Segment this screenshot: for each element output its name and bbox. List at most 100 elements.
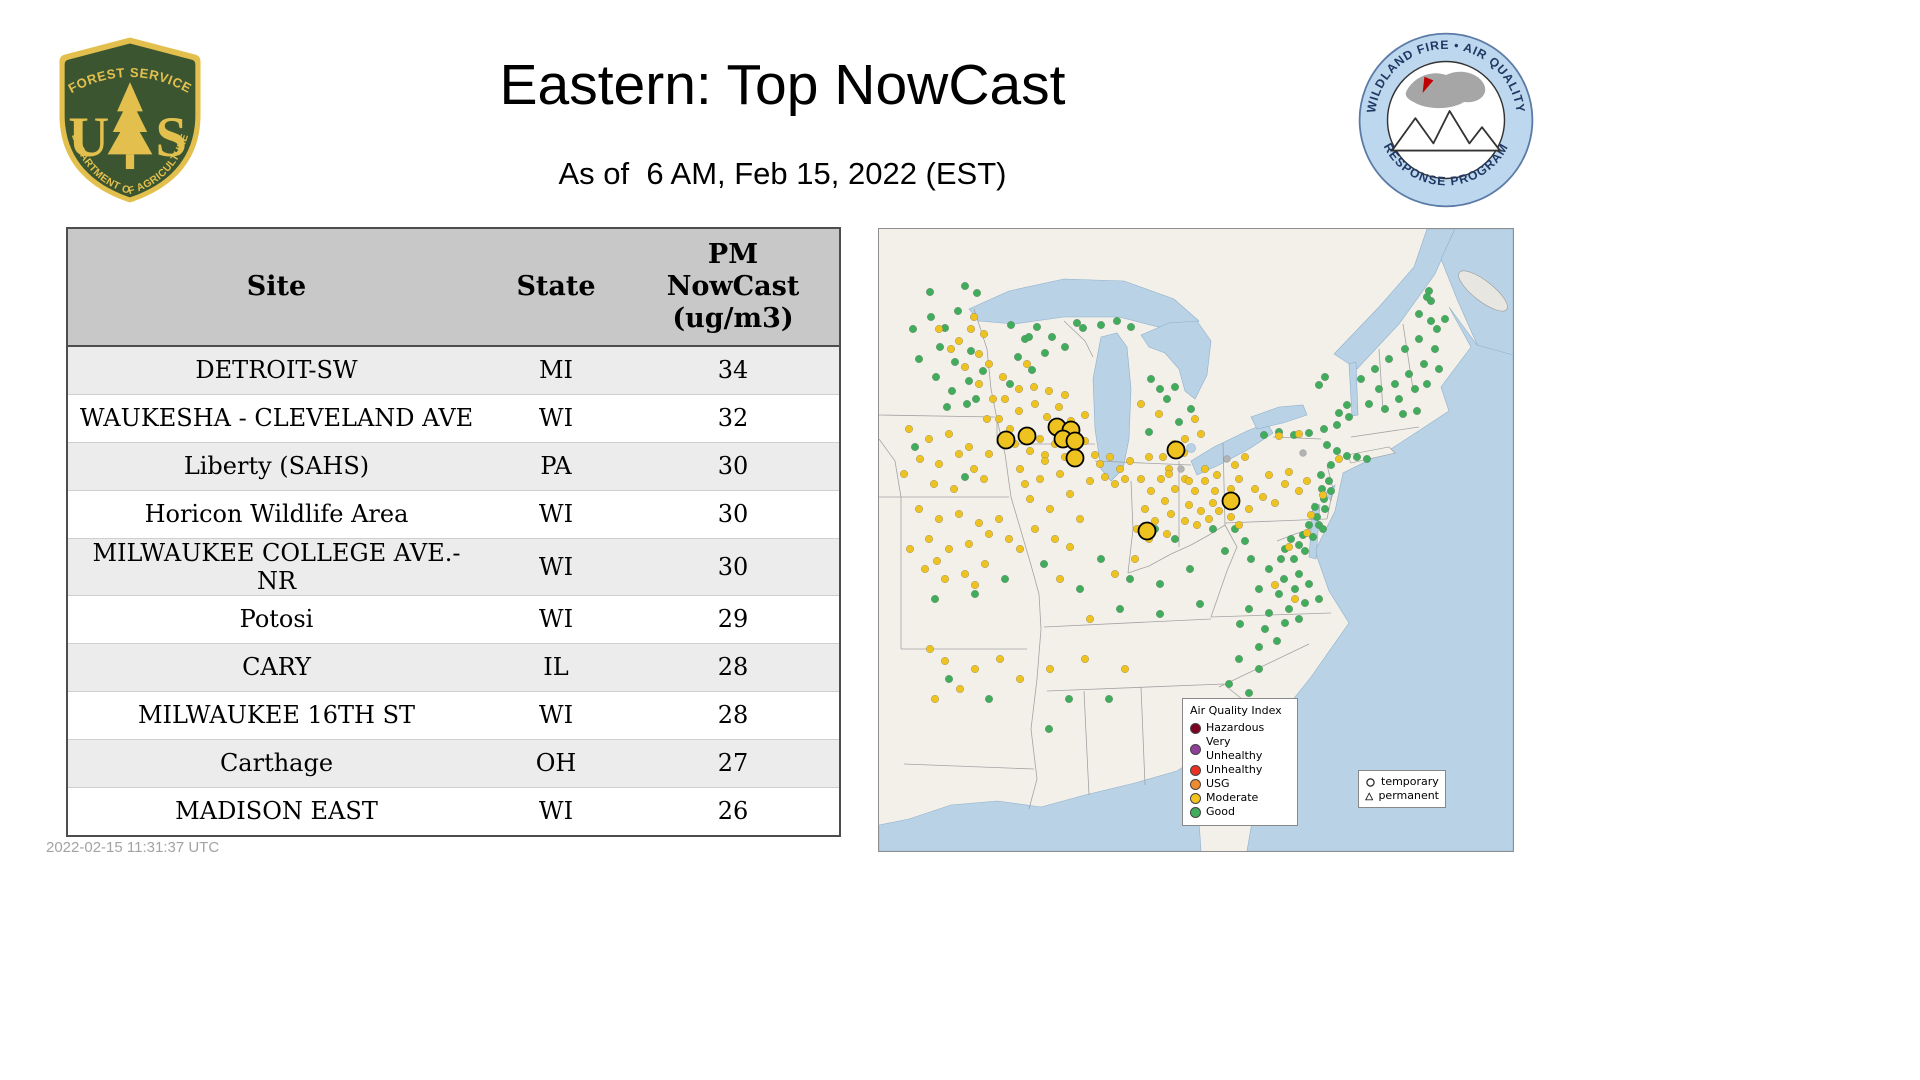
monitor-dot-moderate — [1106, 453, 1114, 461]
monitor-dot-moderate — [1131, 555, 1139, 563]
monitor-dot-good — [1290, 555, 1298, 563]
monitor-dot-moderate — [1005, 535, 1013, 543]
top-site-highlight-dot — [1221, 491, 1241, 511]
monitor-dot-moderate — [1021, 480, 1029, 488]
top-site-highlight-dot — [1017, 426, 1037, 446]
monitor-dot-good — [1319, 525, 1327, 533]
monitor-dot-good — [1420, 360, 1428, 368]
monitor-dot-good — [1327, 461, 1335, 469]
monitor-dot-moderate — [1307, 511, 1315, 519]
top-site-highlight-dot — [1137, 521, 1157, 541]
monitor-dot-good — [1345, 413, 1353, 421]
monitor-dot-good — [1255, 665, 1263, 673]
aqi-legend-label: Very Unhealthy — [1206, 735, 1263, 762]
state-cell: WI — [485, 594, 627, 644]
monitor-dot-moderate — [1086, 477, 1094, 485]
monitor-dot-good — [915, 355, 923, 363]
top-site-highlight-dot — [1166, 440, 1186, 460]
monitor-dot-good — [1321, 505, 1329, 513]
monitor-dot-good — [1048, 333, 1056, 341]
aqi-map: Air Quality Index Hazardous Very Unhealth… — [878, 228, 1514, 852]
aqi-legend-label: Hazardous — [1206, 721, 1265, 734]
usfs-tree-icon — [107, 82, 153, 170]
table-header-row: Site State PM NowCast (ug/m3) — [67, 228, 840, 347]
monitor-dot-moderate — [1111, 480, 1119, 488]
state-cell: WI — [485, 489, 627, 539]
aqi-legend-label: Unhealthy — [1206, 763, 1263, 776]
marker-legend-item: permanent — [1365, 789, 1439, 803]
aqi-color-dot — [1190, 743, 1201, 755]
monitor-dot-good — [1255, 643, 1263, 651]
monitor-dot-moderate — [916, 455, 924, 463]
marker-type-legend: temporary permanent — [1358, 770, 1446, 808]
monitor-dot-good — [1265, 565, 1273, 573]
monitor-dot-nodata — [1299, 449, 1307, 457]
monitor-dot-moderate — [935, 460, 943, 468]
value-cell: 28 — [627, 642, 840, 692]
monitor-dot-moderate — [1181, 435, 1189, 443]
monitor-dot-moderate — [1041, 457, 1049, 465]
monitor-dot-moderate — [985, 450, 993, 458]
monitor-dot-good — [1343, 452, 1351, 460]
monitor-dot-moderate — [967, 325, 975, 333]
monitor-dot-moderate — [955, 510, 963, 518]
column-header-pm-nowcast: PM NowCast (ug/m3) — [627, 228, 840, 347]
monitor-dot-good — [972, 395, 980, 403]
monitor-dot-good — [1353, 453, 1361, 461]
monitor-dot-good — [1007, 321, 1015, 329]
monitor-dot-moderate — [975, 380, 983, 388]
monitor-dot-good — [1405, 370, 1413, 378]
monitor-dot-moderate — [1081, 411, 1089, 419]
state-cell: WI — [485, 690, 627, 740]
site-cell: Horicon Wildlife Area — [67, 489, 485, 539]
monitor-dot-good — [971, 590, 979, 598]
monitor-dot-moderate — [1197, 507, 1205, 515]
monitor-dot-good — [948, 387, 956, 395]
monitor-dot-good — [1261, 625, 1269, 633]
monitor-dot-moderate — [996, 655, 1004, 663]
monitor-dot-good — [1260, 431, 1268, 439]
monitor-dot-moderate — [1026, 447, 1034, 455]
site-cell: MADISON EAST — [67, 786, 485, 836]
monitor-dot-moderate — [1043, 413, 1051, 421]
aqi-color-dot — [1190, 722, 1201, 734]
usfs-letter-s: S — [155, 106, 187, 169]
monitor-dot-moderate — [961, 570, 969, 578]
monitor-dot-moderate — [989, 395, 997, 403]
monitor-dot-moderate — [1051, 535, 1059, 543]
monitor-dot-moderate — [1185, 501, 1193, 509]
monitor-dot-moderate — [975, 350, 983, 358]
value-cell: 26 — [627, 786, 840, 836]
monitor-dot-moderate — [955, 450, 963, 458]
monitor-dot-moderate — [1215, 507, 1223, 515]
column-header-pm-line3: (ug/m3) — [672, 302, 794, 334]
monitor-dot-moderate — [1031, 400, 1039, 408]
monitor-dot-moderate — [1159, 453, 1167, 461]
monitor-dot-moderate — [1045, 387, 1053, 395]
monitor-dot-good — [1295, 541, 1303, 549]
monitor-dot-moderate — [1191, 487, 1199, 495]
monitor-dot-good — [1236, 620, 1244, 628]
monitor-dot-good — [1335, 409, 1343, 417]
monitor-dot-moderate — [1137, 400, 1145, 408]
monitor-dot-moderate — [1271, 581, 1279, 589]
monitor-dot-moderate — [1026, 495, 1034, 503]
monitor-dot-good — [932, 373, 940, 381]
value-cell: 27 — [627, 738, 840, 788]
monitor-dot-good — [1315, 381, 1323, 389]
aqi-legend-item: Moderate — [1190, 791, 1290, 805]
monitor-dot-moderate — [926, 645, 934, 653]
monitor-dot-moderate — [1121, 475, 1129, 483]
monitor-dot-good — [1287, 535, 1295, 543]
monitor-dot-moderate — [1281, 480, 1289, 488]
monitor-dot-moderate — [1151, 517, 1159, 525]
monitor-dot-good — [909, 325, 917, 333]
monitor-dot-moderate — [947, 345, 955, 353]
monitor-dot-good — [1309, 533, 1317, 541]
monitor-dot-moderate — [1016, 545, 1024, 553]
state-cell: MI — [485, 345, 627, 395]
aqi-legend-item: Hazardous — [1190, 721, 1290, 735]
monitor-dot-good — [1145, 428, 1153, 436]
monitor-dot-moderate — [956, 685, 964, 693]
monitor-dot-moderate — [1303, 529, 1311, 537]
